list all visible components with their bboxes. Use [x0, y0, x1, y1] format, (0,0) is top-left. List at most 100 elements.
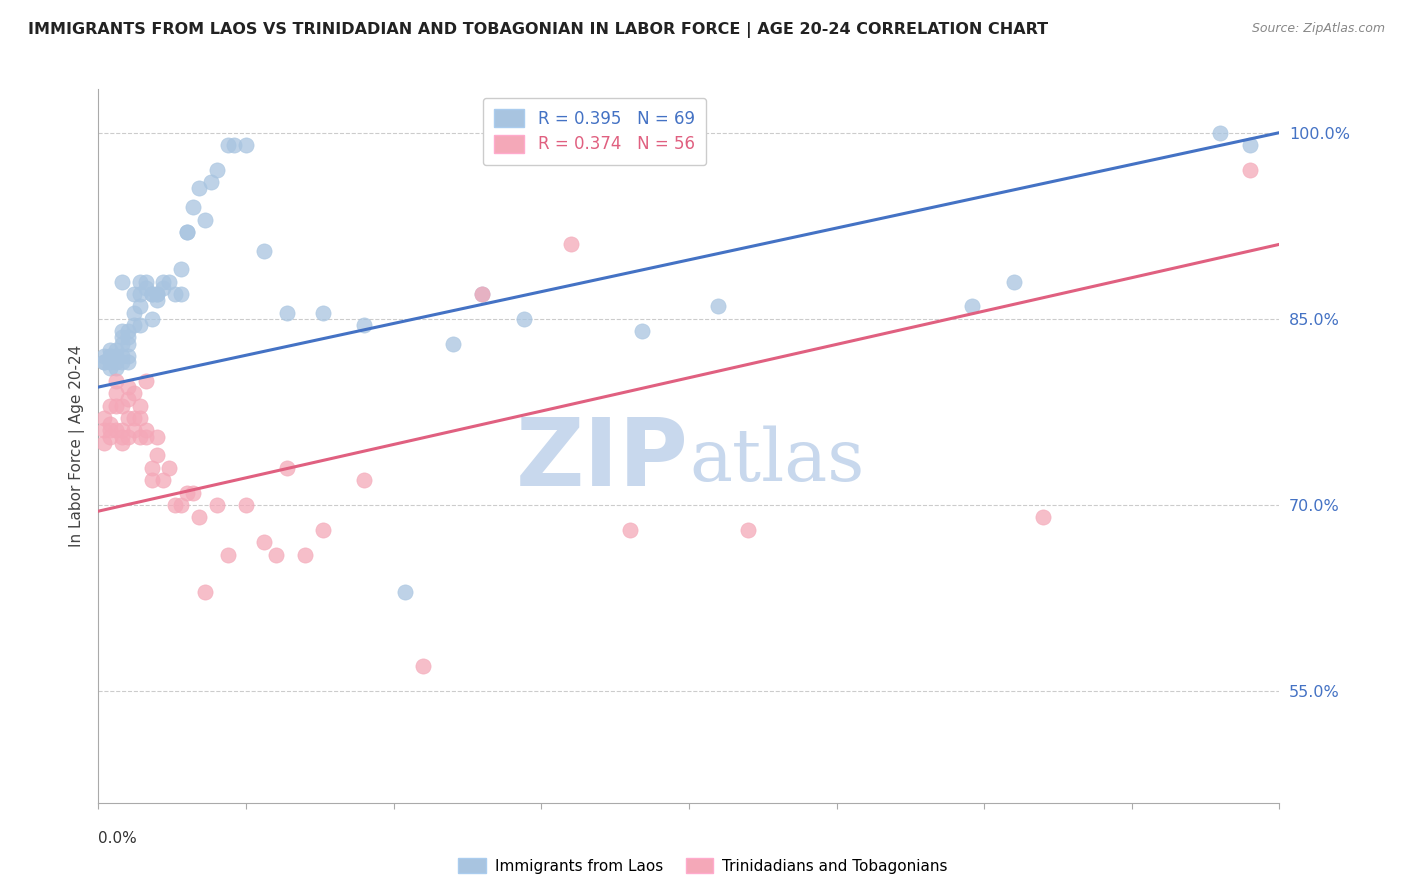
Point: [117, 411, 139, 425]
Point: [117, 324, 139, 338]
Point: [187, 181, 209, 195]
Point: [98, 349, 121, 363]
Point: [194, 584, 217, 599]
Point: [235, 138, 257, 153]
Point: [1239, 162, 1261, 177]
Point: [141, 473, 163, 487]
Point: [141, 287, 163, 301]
Point: [111, 330, 134, 344]
Point: [146, 448, 169, 462]
Point: [117, 330, 139, 344]
Point: [157, 275, 180, 289]
Point: [122, 287, 145, 301]
Point: [737, 523, 759, 537]
Text: Source: ZipAtlas.com: Source: ZipAtlas.com: [1251, 22, 1385, 36]
Point: [1032, 510, 1054, 524]
Point: [93, 436, 115, 450]
Point: [619, 523, 641, 537]
Point: [205, 498, 228, 512]
Point: [181, 485, 204, 500]
Point: [117, 430, 139, 444]
Point: [128, 287, 150, 301]
Point: [93, 355, 115, 369]
Point: [187, 510, 209, 524]
Point: [146, 293, 169, 308]
Point: [152, 275, 174, 289]
Point: [111, 430, 134, 444]
Point: [217, 138, 239, 153]
Point: [122, 305, 145, 319]
Point: [471, 287, 494, 301]
Point: [253, 535, 276, 549]
Point: [170, 498, 193, 512]
Point: [224, 138, 246, 153]
Point: [105, 343, 128, 357]
Legend: Immigrants from Laos, Trinidadians and Tobagonians: Immigrants from Laos, Trinidadians and T…: [451, 852, 955, 880]
Point: [170, 287, 193, 301]
Point: [146, 287, 169, 301]
Point: [105, 349, 128, 363]
Text: IMMIGRANTS FROM LAOS VS TRINIDADIAN AND TOBAGONIAN IN LABOR FORCE | AGE 20-24 CO: IMMIGRANTS FROM LAOS VS TRINIDADIAN AND …: [28, 22, 1049, 38]
Point: [141, 287, 163, 301]
Point: [353, 318, 375, 332]
Point: [441, 336, 464, 351]
Point: [122, 411, 145, 425]
Point: [200, 175, 222, 189]
Point: [135, 424, 157, 438]
Point: [122, 318, 145, 332]
Text: 0.0%: 0.0%: [98, 831, 138, 847]
Point: [1002, 275, 1025, 289]
Point: [111, 336, 134, 351]
Text: atlas: atlas: [689, 425, 865, 496]
Point: [1209, 126, 1232, 140]
Point: [128, 399, 150, 413]
Point: [165, 498, 187, 512]
Point: [98, 424, 121, 438]
Point: [176, 225, 198, 239]
Point: [98, 349, 121, 363]
Point: [117, 336, 139, 351]
Point: [1239, 138, 1261, 153]
Point: [98, 343, 121, 357]
Point: [117, 349, 139, 363]
Point: [135, 374, 157, 388]
Point: [276, 460, 298, 475]
Point: [276, 305, 298, 319]
Point: [412, 659, 434, 673]
Point: [205, 162, 228, 177]
Point: [98, 361, 121, 376]
Point: [111, 355, 134, 369]
Y-axis label: In Labor Force | Age 20-24: In Labor Force | Age 20-24: [69, 345, 84, 547]
Point: [165, 287, 187, 301]
Point: [253, 244, 276, 258]
Point: [471, 287, 494, 301]
Point: [111, 349, 134, 363]
Point: [93, 355, 115, 369]
Point: [128, 430, 150, 444]
Point: [170, 262, 193, 277]
Point: [312, 305, 335, 319]
Point: [105, 399, 128, 413]
Point: [176, 225, 198, 239]
Point: [111, 324, 134, 338]
Point: [105, 355, 128, 369]
Point: [962, 299, 984, 313]
Point: [93, 411, 115, 425]
Point: [128, 275, 150, 289]
Point: [93, 349, 115, 363]
Point: [152, 473, 174, 487]
Point: [630, 324, 652, 338]
Point: [105, 349, 128, 363]
Point: [122, 386, 145, 401]
Point: [117, 380, 139, 394]
Point: [98, 399, 121, 413]
Point: [141, 460, 163, 475]
Point: [141, 311, 163, 326]
Point: [157, 460, 180, 475]
Point: [146, 287, 169, 301]
Point: [560, 237, 582, 252]
Point: [353, 473, 375, 487]
Point: [105, 424, 128, 438]
Point: [122, 424, 145, 438]
Point: [105, 361, 128, 376]
